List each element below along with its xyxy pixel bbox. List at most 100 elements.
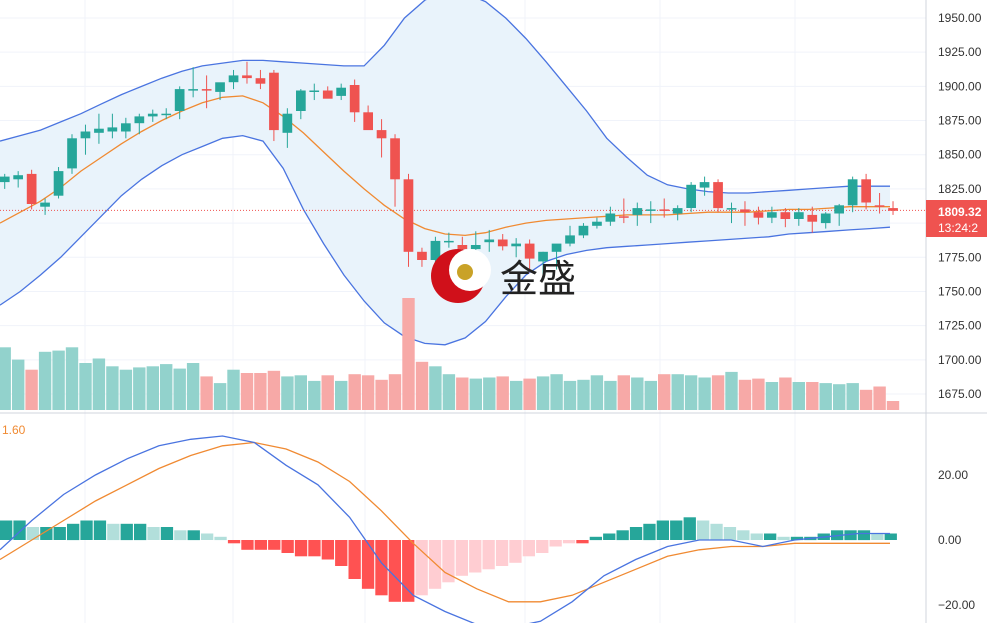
volume-bar xyxy=(52,350,65,410)
candle-body xyxy=(322,90,333,99)
candle-body xyxy=(13,175,23,180)
volume-bar xyxy=(415,361,429,410)
macd-histogram-bar xyxy=(562,540,576,544)
macd-histogram-bar xyxy=(603,533,616,540)
candle-body xyxy=(524,243,535,259)
candle-body xyxy=(565,235,575,244)
volume-bar xyxy=(483,377,496,410)
volume-bar xyxy=(106,366,119,410)
volume-bar xyxy=(240,373,254,410)
volume-bar xyxy=(348,374,361,410)
macd-histogram-bar xyxy=(723,527,737,540)
volume-bar xyxy=(442,374,456,410)
candle-body xyxy=(94,128,104,133)
volume-bar xyxy=(496,376,509,410)
logo-text: 金盛 xyxy=(500,257,576,301)
candle-body xyxy=(511,243,521,247)
bollinger-upper-line xyxy=(0,0,890,194)
volume-bar xyxy=(79,363,92,410)
current-price-tag: 1809.32 13:24:2 xyxy=(926,200,987,237)
volume-bar xyxy=(846,383,859,410)
macd-histogram-bar xyxy=(643,523,656,541)
macd-histogram-bar xyxy=(361,540,375,589)
macd-histogram-bar xyxy=(428,540,442,589)
volume-bar xyxy=(779,377,792,410)
macd-histogram-bar xyxy=(509,540,522,563)
macd-tick-label: −20.00 xyxy=(938,598,975,612)
macd-histogram-bar xyxy=(495,540,509,566)
price-tick-label: 1775.00 xyxy=(938,250,982,264)
candle-body xyxy=(215,82,225,92)
candle-body xyxy=(53,171,64,196)
candle-body xyxy=(484,239,495,243)
candle-body xyxy=(390,138,400,180)
candle-body xyxy=(255,78,266,84)
macd-panel xyxy=(0,435,897,628)
candle-body xyxy=(753,212,764,218)
candle-body xyxy=(605,213,616,222)
candle-body xyxy=(444,240,454,243)
candle-body xyxy=(538,251,548,262)
volume-bars xyxy=(0,298,900,410)
volume-bar xyxy=(160,364,173,410)
volume-bar xyxy=(631,377,644,410)
candle-body xyxy=(780,212,791,219)
macd-histogram-bar xyxy=(710,523,723,541)
macd-value-label: 1.60 xyxy=(2,423,26,437)
price-tick-label: 1700.00 xyxy=(938,353,982,367)
current-price-label: 1809.32 xyxy=(938,205,982,219)
macd-histogram-bar xyxy=(147,527,160,540)
macd-histogram-bar xyxy=(294,540,308,557)
candle-body xyxy=(888,208,898,211)
candle-body xyxy=(188,89,198,91)
macd-histogram-bar xyxy=(134,523,147,541)
volume-bar xyxy=(684,375,698,410)
bollinger-middle-line xyxy=(0,95,890,237)
volume-bar xyxy=(752,378,765,410)
volume-bar xyxy=(281,376,294,410)
macd-histogram-bar xyxy=(268,540,281,550)
macd-histogram-bar xyxy=(482,540,495,570)
volume-bar xyxy=(146,366,159,410)
volume-bar xyxy=(819,383,832,410)
volume-bar xyxy=(469,378,482,410)
price-tick-label: 1850.00 xyxy=(938,148,982,162)
volume-bar xyxy=(617,375,630,410)
volume-bar xyxy=(173,368,186,410)
volume-bar xyxy=(765,382,779,410)
candle-body xyxy=(228,75,239,83)
candle-body xyxy=(619,216,629,218)
macd-histogram-bar xyxy=(26,527,40,540)
macd-histogram-bar xyxy=(321,540,334,560)
candle-body xyxy=(67,138,77,169)
macd-histogram-bar xyxy=(281,540,294,553)
volume-bar xyxy=(186,363,200,410)
candle-body xyxy=(121,123,131,132)
macd-histogram-bar xyxy=(93,520,107,540)
macd-histogram-bar xyxy=(120,523,133,541)
macd-histogram-bar xyxy=(884,533,897,540)
candle-body xyxy=(296,90,306,111)
volume-bar xyxy=(738,379,752,410)
macd-histogram-bar xyxy=(40,527,53,540)
macd-signal-line xyxy=(0,441,890,603)
price-tick-label: 1950.00 xyxy=(938,11,982,25)
candle-body xyxy=(309,90,320,92)
candle-body xyxy=(349,85,360,113)
candle-body xyxy=(201,89,212,91)
candle-body xyxy=(107,127,118,132)
candle-body xyxy=(134,116,145,124)
volume-bar xyxy=(429,366,442,410)
macd-histogram-bar xyxy=(201,533,214,540)
volume-bar xyxy=(294,375,307,410)
volume-bar xyxy=(671,374,684,410)
volume-bar xyxy=(806,382,819,410)
candle-body xyxy=(551,243,562,252)
macd-histogram-bar xyxy=(844,530,857,541)
candle-body xyxy=(632,208,643,215)
price-axis[interactable]: 1950.00 1925.00 1900.00 1875.00 1850.00 1825.… xyxy=(938,11,982,612)
macd-histogram-bar xyxy=(107,523,120,541)
macd-histogram-bar xyxy=(415,540,428,596)
